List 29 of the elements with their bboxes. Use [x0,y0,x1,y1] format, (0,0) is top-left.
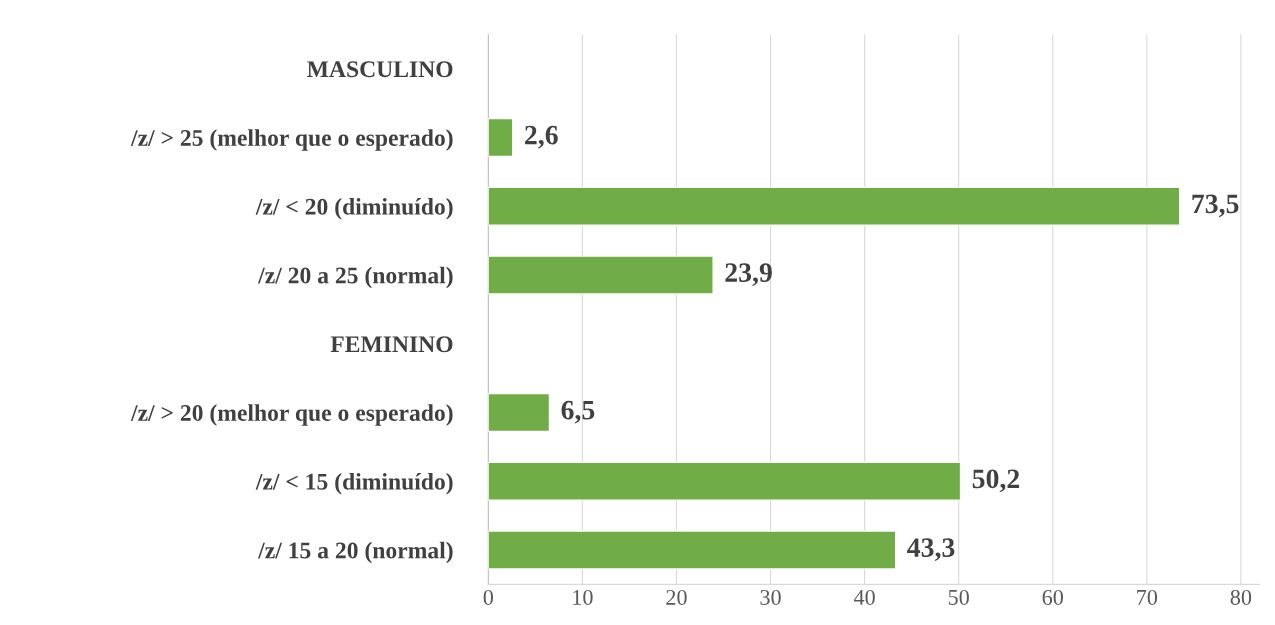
data-label: 73,5 [1192,194,1239,218]
y-tick-label: /z/ 15 a 20 (normal) [257,541,453,564]
bar [488,255,714,295]
y-tick-label: /z/ < 15 (diminuído) [255,473,453,495]
bar [488,117,514,158]
y-tick-label: /z/ < 20 (diminuído) [255,198,453,220]
data-label: 50,2 [972,469,1020,493]
x-tick-label: 20 [666,589,687,605]
x-tick-label: 30 [760,589,781,605]
bar [488,392,551,433]
x-tick-label: 40 [853,589,875,605]
bar [488,530,897,570]
y-tick-label: MASCULINO [307,61,453,78]
data-label: 2,6 [525,125,558,149]
x-tick-label: 80 [1230,589,1252,605]
x-tick-label: 70 [1137,589,1158,605]
data-label: 43,3 [907,538,955,561]
x-tick-label: 50 [948,589,969,605]
bar [488,461,962,501]
y-tick-label: /z/ > 20 (melhor que o esperado) [130,404,453,426]
x-tick-label: 10 [573,589,593,605]
data-label: 23,9 [725,263,772,286]
x-tick-label: 60 [1042,589,1064,605]
data-label: 6,5 [561,400,595,424]
x-tick-label: 0 [483,589,494,605]
y-tick-label: /z/ 20 a 25 (normal) [257,266,453,289]
y-tick-label: /z/ > 25 (melhor que o esperado) [130,129,453,151]
bar [488,186,1181,226]
y-tick-label: FEMININO [330,336,453,353]
